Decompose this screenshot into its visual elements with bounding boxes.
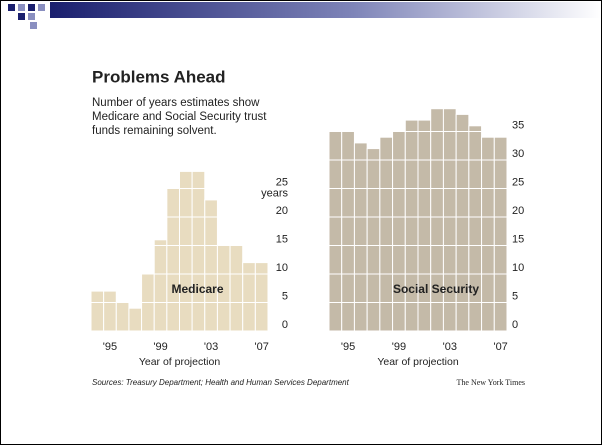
y-tick-label: 20 (512, 205, 524, 217)
deco (28, 13, 35, 20)
y-tick-label: 20 (276, 205, 288, 217)
title: Problems Ahead (92, 67, 226, 86)
y-tick-label: 30 (512, 148, 524, 160)
deco (18, 13, 25, 20)
bar (128, 307, 143, 332)
bar (90, 290, 105, 332)
bar (204, 199, 218, 332)
header-bar (50, 2, 601, 18)
bar (179, 170, 193, 332)
bar (328, 131, 343, 332)
bar (366, 148, 381, 332)
x-tick-label: '03 (204, 341, 218, 353)
bar (242, 262, 256, 332)
bar (430, 108, 444, 332)
y-tick-label: 5 (512, 290, 518, 302)
y-tick-label: 0 (512, 319, 518, 331)
bar (455, 113, 470, 332)
bar (468, 125, 483, 332)
x-tick-label: '03 (443, 341, 457, 353)
x-tick-label: '95 (103, 341, 117, 353)
bar (103, 290, 117, 332)
bar (493, 136, 508, 332)
y-tick-label: 10 (276, 262, 288, 274)
y-tick-label: 25 (276, 176, 288, 188)
deco (28, 4, 35, 11)
bar (254, 262, 269, 332)
bar (341, 131, 355, 332)
x-axis-title: Year of projection (377, 356, 458, 368)
x-tick-label: '07 (255, 341, 269, 353)
deco (8, 4, 15, 11)
subtitle: Medicare and Social Security trust (92, 111, 267, 123)
bar (481, 136, 495, 332)
bar (191, 170, 206, 332)
credit: The New York Times (457, 378, 525, 387)
x-tick-label: '99 (153, 341, 167, 353)
y-tick-label: 15 (512, 233, 524, 245)
y-tick-label: 25 (512, 176, 524, 188)
panel-label: Medicare (171, 282, 223, 296)
bar (404, 119, 419, 332)
bar (115, 302, 130, 332)
bar (392, 131, 406, 332)
bar (166, 188, 181, 332)
bar (379, 136, 394, 332)
subtitle: Number of years estimates show (92, 97, 260, 109)
bar (153, 239, 168, 332)
y-tick-label: 35 (512, 119, 524, 131)
y-tick-label: 5 (282, 290, 288, 302)
y-tick-label: 10 (512, 262, 524, 274)
deco (18, 4, 25, 11)
deco (38, 4, 45, 11)
y-tick-label: 15 (276, 233, 288, 245)
panel-label: Social Security (393, 282, 479, 296)
x-tick-label: '95 (341, 341, 355, 353)
subtitle: funds remaining solvent. (92, 125, 217, 137)
deco (30, 22, 37, 29)
source: Sources: Treasury Department; Health and… (92, 378, 350, 387)
x-tick-label: '07 (493, 341, 507, 353)
y-unit: years (261, 187, 288, 199)
bar (229, 245, 244, 332)
x-axis-title: Year of projection (139, 356, 220, 368)
bar (442, 108, 457, 332)
x-tick-label: '99 (392, 341, 406, 353)
bar (417, 119, 432, 332)
y-tick-label: 0 (282, 319, 288, 331)
